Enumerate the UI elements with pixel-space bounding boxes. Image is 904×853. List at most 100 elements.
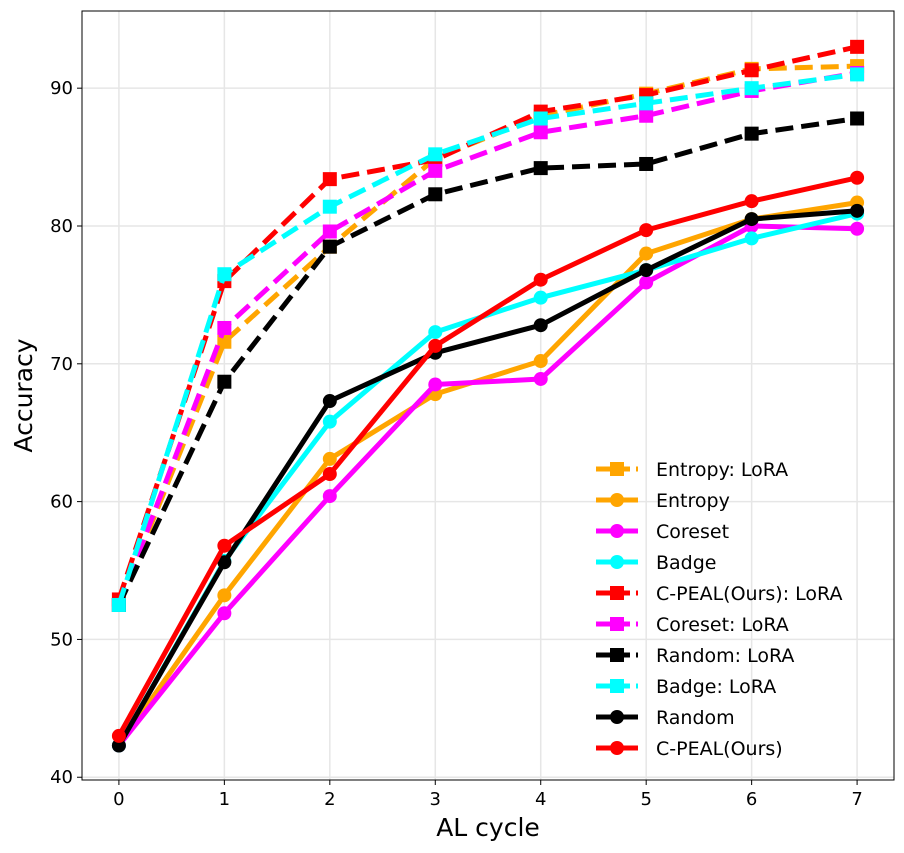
series-line [116,71,858,606]
data-point [639,223,654,238]
data-point [850,221,865,236]
y-tick-label: 90 [50,78,73,99]
data-point [217,555,232,570]
data-point [533,371,548,386]
legend-swatch-marker [610,710,624,724]
legend-item: Coreset [596,521,729,543]
data-point [744,212,759,227]
legend-swatch-marker [610,741,624,755]
legend-label: C-PEAL(Ours): LoRA [656,583,842,605]
legend-swatch-marker [610,586,624,600]
series-coreset [111,218,865,753]
y-axis: 40 50 60 70 80 90 [50,78,82,788]
data-point [217,320,232,335]
data-point [533,125,548,140]
legend-label: Coreset: LoRA [656,614,789,636]
legend-item: Entropy: LoRA [596,459,788,481]
data-point [850,203,865,218]
legend-label: Badge [656,552,717,574]
legend-label: Badge: LoRA [656,676,776,698]
data-point [111,597,126,612]
data-point [744,63,759,78]
data-point [639,156,654,171]
plot-area-frame [81,10,895,781]
data-point [639,275,654,290]
x-tick-label: 2 [324,789,335,810]
legend-item: Badge [596,552,717,574]
data-point [428,338,443,353]
data-point [639,96,654,111]
data-point [744,194,759,209]
data-point [217,606,232,621]
data-point [322,489,337,504]
data-point [744,126,759,141]
data-point [850,170,865,185]
x-tick-label: 3 [430,789,441,810]
series-badge-lora [111,67,865,612]
data-point [428,377,443,392]
y-tick-label: 60 [50,492,73,513]
data-point [533,272,548,287]
data-point [850,67,865,82]
x-tick-label: 5 [640,789,651,810]
legend-label: Random [656,707,735,729]
data-point [217,334,232,349]
legend: Entropy: LoRA Entropy Coreset Badge C-PEAL(O… [596,459,842,760]
data-point [322,414,337,429]
data-point [744,81,759,96]
legend-item: Coreset: LoRA [596,614,789,636]
data-point [217,588,232,603]
legend-swatch-marker [610,462,624,476]
data-point [533,290,548,305]
y-axis-title: Accuracy [9,338,38,452]
legend-item: C-PEAL(Ours) [596,738,783,760]
y-tick-label: 80 [50,216,73,237]
data-point [639,263,654,278]
series-line [116,116,858,607]
data-point [428,163,443,178]
legend-swatch-marker [610,524,624,538]
data-point [111,738,126,753]
legend-swatch-marker [610,493,624,507]
data-point [533,354,548,369]
data-point [217,538,232,553]
data-point [850,39,865,54]
series-layer [111,39,865,753]
legend-item: Random [596,707,735,729]
data-point [850,111,865,126]
x-tick-label: 1 [219,789,230,810]
legend-swatch-marker [610,555,624,569]
legend-swatch-marker [610,679,624,693]
data-point [533,161,548,176]
legend-label: Entropy [656,490,730,512]
data-point [322,239,337,254]
data-point [217,374,232,389]
data-point [428,147,443,162]
data-point [744,231,759,246]
series-line [116,63,858,606]
data-point [322,467,337,482]
data-point [322,199,337,214]
legend-item: Entropy [596,490,730,512]
y-tick-label: 50 [50,629,73,650]
data-point [533,111,548,126]
data-point [639,246,654,261]
data-point [322,451,337,466]
legend-swatch-marker [610,617,624,631]
legend-label: Random: LoRA [656,645,794,667]
data-point [217,267,232,282]
x-axis: 0 1 2 3 4 5 6 7 [113,780,863,810]
x-tick-label: 6 [746,789,757,810]
legend-item: Badge: LoRA [596,676,776,698]
legend-label: C-PEAL(Ours) [656,738,783,760]
data-point [111,728,126,743]
legend-item: Random: LoRA [596,645,794,667]
series-c-peal-ours [111,170,865,743]
series-line [116,175,858,738]
x-tick-label: 4 [535,789,546,810]
data-point [428,187,443,202]
data-point [428,325,443,340]
series-random-lora [111,111,865,612]
series-line [116,223,858,748]
